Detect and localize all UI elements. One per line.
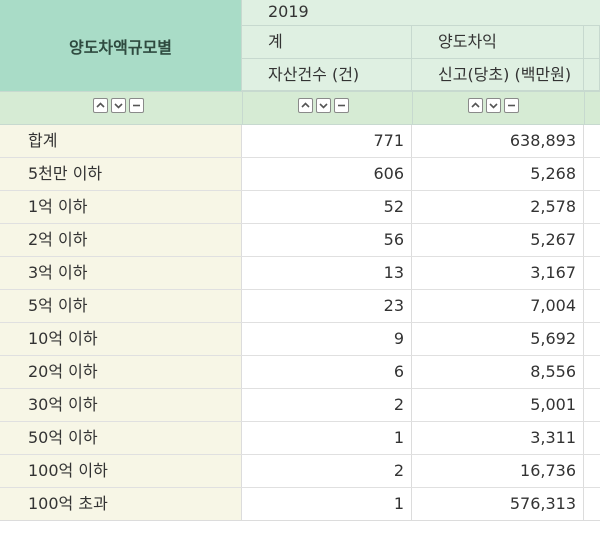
overflow-cell <box>584 125 600 157</box>
declared-amount-cell: 7,004 <box>412 290 584 322</box>
sort-reset-button[interactable] <box>129 98 144 113</box>
row-label: 2억 이하 <box>0 224 242 256</box>
sort-group-asset-count <box>298 98 349 113</box>
row-label: 50억 이하 <box>0 422 242 454</box>
row-label: 100억 초과 <box>0 488 242 520</box>
declared-amount-cell: 638,893 <box>412 125 584 157</box>
column-group-total: 계 <box>242 26 412 59</box>
sort-reset-button[interactable] <box>334 98 349 113</box>
overflow-cell <box>584 356 600 388</box>
table-row: 100억 초과 1 576,313 <box>0 488 600 521</box>
overflow-cell <box>584 389 600 421</box>
declared-amount-cell: 8,556 <box>412 356 584 388</box>
declared-amount-cell: 2,578 <box>412 191 584 223</box>
sort-descending-button[interactable] <box>111 98 126 113</box>
table-footer-space <box>0 520 600 549</box>
asset-count-cell: 606 <box>242 158 412 190</box>
declared-amount-cell: 16,736 <box>412 455 584 487</box>
row-label: 10억 이하 <box>0 323 242 355</box>
column-group-overflow <box>584 26 600 59</box>
declared-amount-cell: 3,311 <box>412 422 584 454</box>
sort-descending-icon <box>114 103 123 109</box>
row-label: 5천만 이하 <box>0 158 242 190</box>
sort-group-row-header <box>93 98 144 113</box>
sort-ascending-icon <box>96 102 105 108</box>
sort-reset-icon <box>508 104 515 107</box>
table-row: 100억 이하 2 16,736 <box>0 455 600 488</box>
asset-count-cell: 2 <box>242 389 412 421</box>
sort-descending-button[interactable] <box>486 98 501 113</box>
asset-count-cell: 771 <box>242 125 412 157</box>
table-row: 2억 이하 56 5,267 <box>0 224 600 257</box>
sort-descending-icon <box>489 103 498 109</box>
sort-descending-icon <box>319 103 328 109</box>
overflow-cell <box>584 224 600 256</box>
sort-descending-button[interactable] <box>316 98 331 113</box>
asset-count-cell: 1 <box>242 488 412 520</box>
overflow-cell <box>584 257 600 289</box>
table-row: 5억 이하 23 7,004 <box>0 290 600 323</box>
declared-amount-cell: 3,167 <box>412 257 584 289</box>
table-row: 20억 이하 6 8,556 <box>0 356 600 389</box>
sort-reset-icon <box>338 104 345 107</box>
declared-amount-cell: 576,313 <box>412 488 584 520</box>
year-header: 2019 <box>242 0 600 26</box>
row-label: 30억 이하 <box>0 389 242 421</box>
declared-amount-cell: 5,692 <box>412 323 584 355</box>
column-group-capital-gain: 양도차익 <box>412 26 584 59</box>
sort-ascending-button[interactable] <box>468 98 483 113</box>
row-header-title: 양도차액규모별 <box>0 0 242 91</box>
asset-count-cell: 52 <box>242 191 412 223</box>
sort-reset-button[interactable] <box>504 98 519 113</box>
row-label: 3억 이하 <box>0 257 242 289</box>
sort-ascending-button[interactable] <box>298 98 313 113</box>
table-row: 3억 이하 13 3,167 <box>0 257 600 290</box>
sort-reset-icon <box>133 104 140 107</box>
sort-ascending-icon <box>301 102 310 108</box>
table-row: 1억 이하 52 2,578 <box>0 191 600 224</box>
overflow-cell <box>584 488 600 520</box>
column-header-asset-count: 자산건수 (건) <box>242 59 412 91</box>
asset-count-cell: 1 <box>242 422 412 454</box>
overflow-cell <box>584 158 600 190</box>
sort-group-declared-amount <box>468 98 519 113</box>
asset-count-cell: 56 <box>242 224 412 256</box>
table-row: 10억 이하 9 5,692 <box>0 323 600 356</box>
asset-count-cell: 23 <box>242 290 412 322</box>
asset-count-cell: 6 <box>242 356 412 388</box>
sort-ascending-icon <box>471 102 480 108</box>
row-label: 합계 <box>0 125 242 157</box>
row-label: 1억 이하 <box>0 191 242 223</box>
declared-amount-cell: 5,001 <box>412 389 584 421</box>
row-label: 100억 이하 <box>0 455 242 487</box>
declared-amount-cell: 5,268 <box>412 158 584 190</box>
table-row: 5천만 이하 606 5,268 <box>0 158 600 191</box>
table-row: 50억 이하 1 3,311 <box>0 422 600 455</box>
declared-amount-cell: 5,267 <box>412 224 584 256</box>
overflow-cell <box>584 191 600 223</box>
asset-count-cell: 2 <box>242 455 412 487</box>
overflow-cell <box>584 455 600 487</box>
column-header-overflow <box>584 59 600 91</box>
row-label: 5억 이하 <box>0 290 242 322</box>
overflow-cell <box>584 323 600 355</box>
sort-ascending-button[interactable] <box>93 98 108 113</box>
column-header-declared-amount: 신고(당초) (백만원) <box>412 59 584 91</box>
asset-count-cell: 9 <box>242 323 412 355</box>
table-row: 30억 이하 2 5,001 <box>0 389 600 422</box>
overflow-cell <box>584 422 600 454</box>
asset-count-cell: 13 <box>242 257 412 289</box>
row-label: 20억 이하 <box>0 356 242 388</box>
overflow-cell <box>584 290 600 322</box>
table-row: 합계 771 638,893 <box>0 125 600 158</box>
